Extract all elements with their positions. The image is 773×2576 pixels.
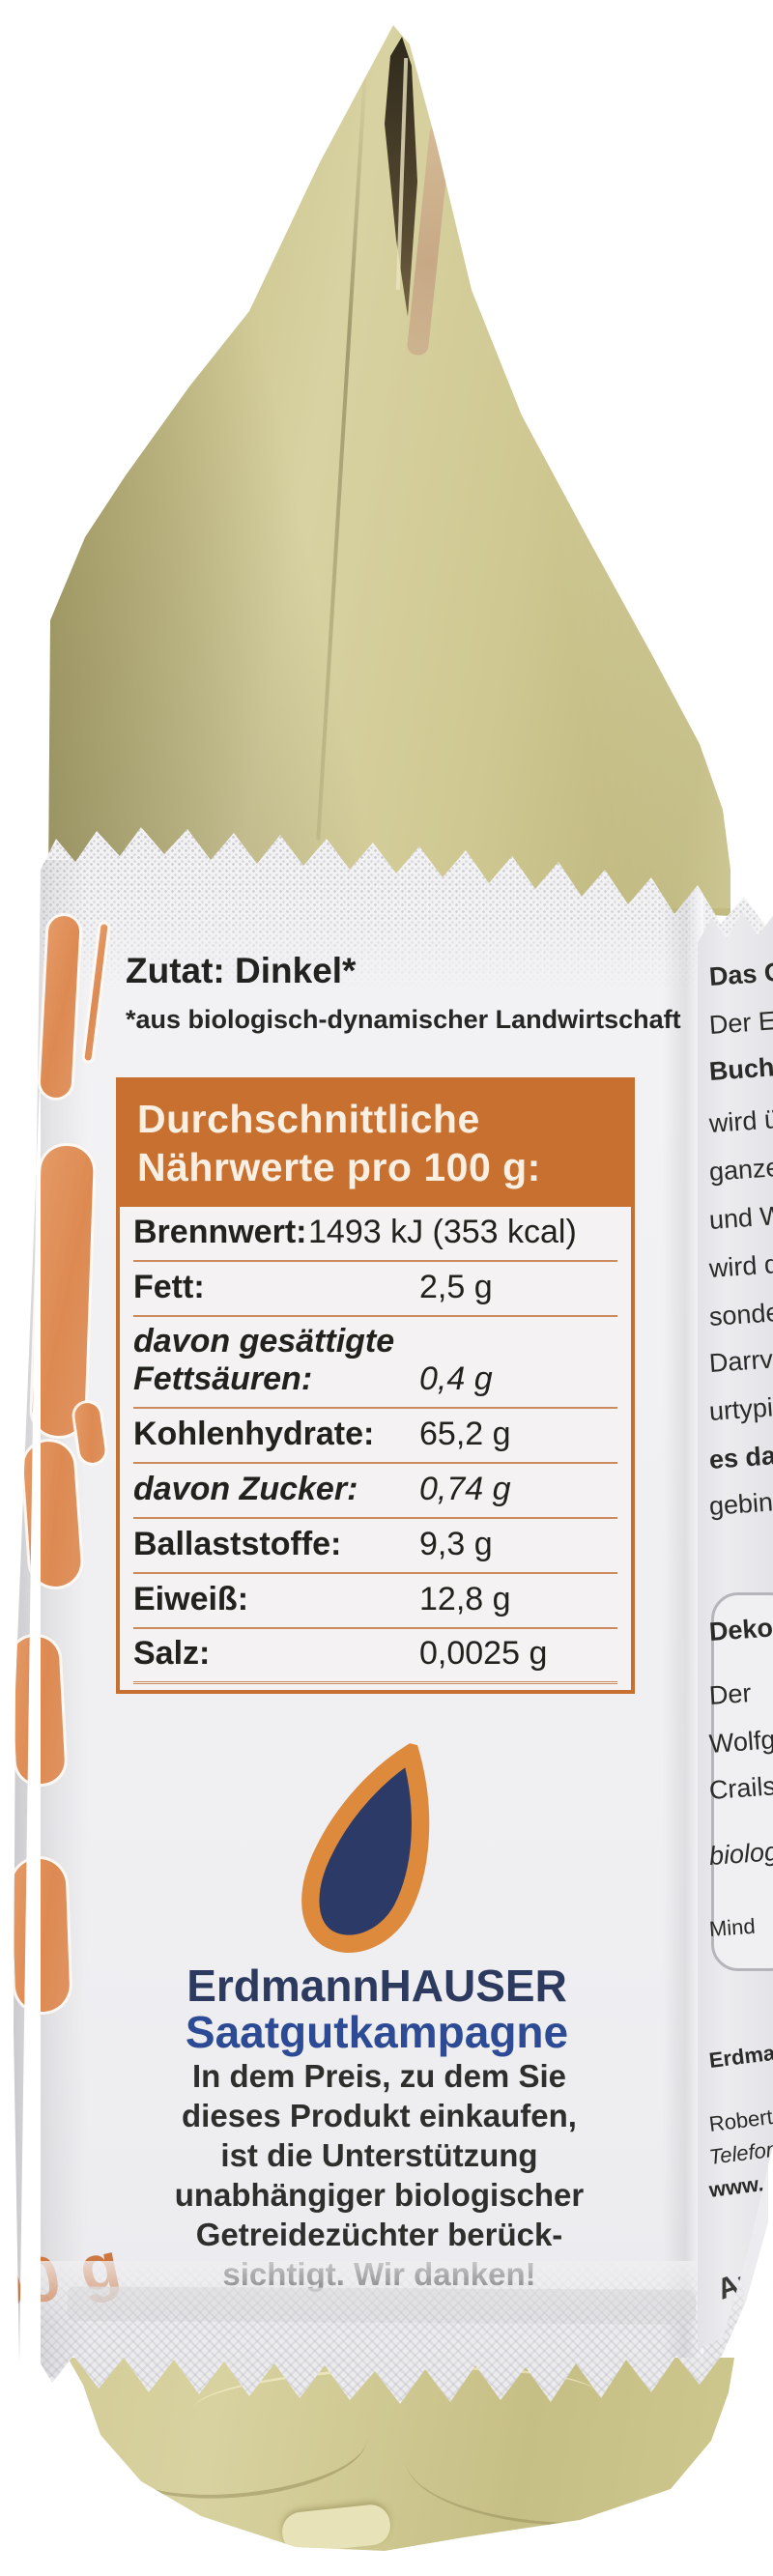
front-panel-info-box (711, 1592, 773, 1971)
row-label: Salz: (133, 1635, 211, 1672)
nutrition-title-line1: Durchschnittliche (137, 1097, 480, 1141)
front-panel-text-fragment: gebinde (707, 1485, 773, 1521)
front-panel-text-fragment: Deko (707, 1613, 773, 1646)
table-row: davon gesättigte Fettsäuren: 0,4 g (133, 1317, 617, 1409)
front-panel-text-fragment: ganzes, (707, 1151, 773, 1187)
orange-letter-fragment (14, 1635, 66, 1786)
row-value: 0,74 g (419, 1471, 511, 1507)
ingredient-footnote: *aus biologisch-dynamischer Landwirtscha… (126, 1005, 681, 1034)
row-value: 12,8 g (419, 1581, 511, 1617)
campaign-text-line: ist die Unterstützung (220, 2137, 538, 2173)
orange-letter-fragment (21, 1440, 83, 1589)
front-panel-text-fragment: und Wär (707, 1198, 773, 1235)
table-row: Brennwert: 1493 kJ (353 kcal) (133, 1207, 617, 1262)
row-label: Eiweiß: (133, 1581, 249, 1617)
row-value: 9,3 g (419, 1526, 493, 1562)
row-label: Ballaststoffe: (133, 1526, 342, 1562)
table-row: Eiweiß: 12,8 g (133, 1574, 617, 1629)
bag-bottom-flap (280, 2503, 392, 2551)
table-row: davon Zucker: 0,74 g (133, 1464, 617, 1519)
row-value: 1493 kJ (353 kcal) (308, 1214, 577, 1250)
front-panel-text-fragment: wird das (707, 1247, 773, 1283)
row-value: 65,2 g (419, 1416, 511, 1452)
row-label: davon gesättigte Fettsäuren: (133, 1323, 395, 1397)
table-row: Salz: 0,0025 g (133, 1629, 617, 1684)
row-value: 2,5 g (419, 1269, 493, 1305)
nutrition-table-header: Durchschnittliche Nährwerte pro 100 g: (120, 1081, 631, 1207)
orange-letter-fragment (31, 1145, 95, 1437)
front-panel-text-fragment: Erdmann (707, 2037, 773, 2073)
nutrition-table: Durchschnittliche Nährwerte pro 100 g: B… (116, 1077, 635, 1694)
table-row: Kohlenhydrate: 65,2 g (133, 1409, 617, 1464)
front-panel-text-fragment: Robert- (707, 2104, 773, 2136)
front-panel-text-fragment: Der Erdn (707, 1003, 773, 1040)
row-label: Kohlenhydrate: (133, 1416, 375, 1452)
table-row: Fett: 2,5 g (133, 1262, 617, 1317)
front-panel-text-fragment: Darrvorg (707, 1341, 773, 1378)
front-panel-text-fragment: sonders (707, 1296, 773, 1331)
front-panel-text-fragment: es dann (707, 1438, 773, 1474)
row-label: Fett: (133, 1269, 205, 1305)
paper-highlight (406, 58, 730, 908)
row-label: davon Zucker: (133, 1471, 358, 1507)
label-fold-shading (663, 870, 703, 2358)
campaign-text-line: dieses Produkt einkaufen, (182, 2098, 577, 2133)
nutrition-rows: Brennwert: 1493 kJ (353 kcal) Fett: 2,5 … (120, 1207, 631, 1684)
front-panel-text-fragment: Der (707, 1678, 753, 1710)
campaign-text-line: Getreidezüchter berück- (195, 2217, 563, 2252)
front-panel-text-fragment: Telefon (707, 2136, 773, 2169)
brand-name: ErdmannHAUSER (186, 1961, 567, 2011)
front-panel-text-fragment: Wolfg (707, 1725, 773, 1759)
saatgut-drop-icon (301, 1739, 430, 1953)
table-row: Ballaststoffe: 9,3 g (133, 1519, 617, 1574)
row-value: 0,0025 g (419, 1635, 548, 1672)
campaign-text-line: unabhängiger biologischer (174, 2177, 585, 2213)
front-panel-text-fragment: wird übe (707, 1102, 773, 1138)
row-value: 0,4 g (419, 1360, 493, 1397)
ingredient-line: Zutat: Dinkel* (126, 951, 357, 990)
orange-letter-fragment (14, 1858, 71, 2013)
campaign-text: In dem Preis, zu dem Sie dieses Produkt … (135, 2056, 623, 2294)
campaign-name: Saatgutkampagne (185, 2007, 569, 2057)
row-label: Brennwert: (133, 1214, 307, 1250)
front-panel-text-fragment: Buchwei (707, 1049, 773, 1086)
campaign-text-line: In dem Preis, zu dem Sie (192, 2058, 566, 2094)
front-panel-text-fragment: Das Gru (707, 955, 773, 991)
front-panel-text-fragment: Crails (707, 1771, 773, 1805)
front-panel-text-fragment: Mind (708, 1913, 757, 1941)
nutrition-title-line2: Nährwerte pro 100 g: (137, 1145, 541, 1189)
front-panel-text-fragment: biolog (707, 1837, 773, 1871)
front-panel-text-fragment: urtypisch (707, 1389, 773, 1426)
